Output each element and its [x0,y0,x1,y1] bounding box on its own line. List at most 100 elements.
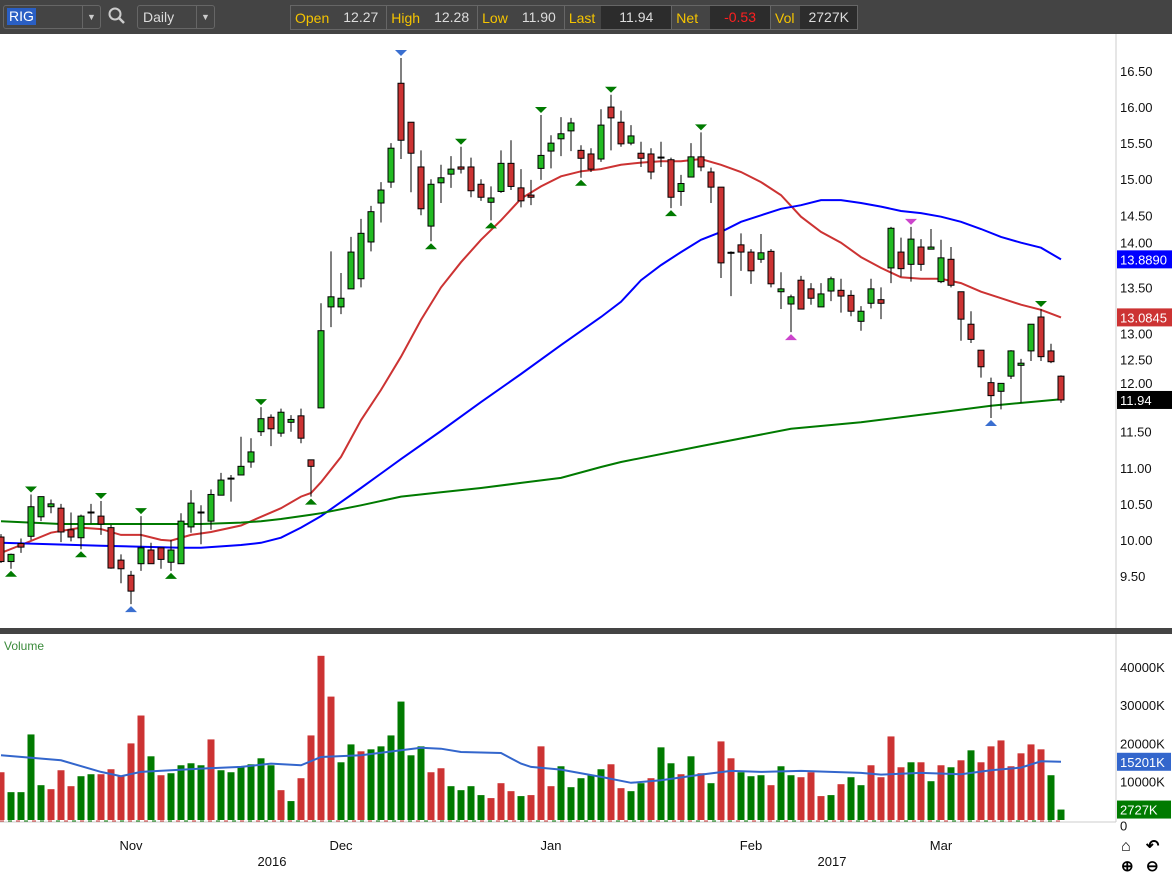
period-select[interactable]: Daily ▼ [137,5,215,29]
zoom-out-icon[interactable]: ⊖ [1146,858,1159,875]
home-icon[interactable]: ⌂ [1121,838,1131,855]
candle-body [977,349,985,368]
candle [207,489,215,530]
quote-open: Open 12.27 [291,6,388,29]
undo-icon[interactable]: ↶ [1146,838,1160,855]
volume-bar [617,788,625,820]
volume-bar [297,778,305,820]
symbol-value[interactable]: RIG [7,8,36,25]
volume-bar [547,786,555,820]
volume-bar [397,701,405,820]
volume-bar [347,744,355,820]
volume-bar [337,762,345,820]
candle-body [607,106,615,119]
candle [697,132,705,172]
volume-bar [317,655,325,820]
quote-value: -0.53 [710,6,771,29]
last-price-badge-bg [1117,390,1172,409]
candle [627,125,635,146]
search-icon[interactable] [107,6,127,26]
candle-body [877,299,885,304]
price-tick-label: 13.00 [1120,326,1153,341]
candle [137,516,145,571]
zoom-in-icon[interactable]: ⊕ [1121,858,1134,875]
candle [847,290,855,317]
month-axis-label: Dec [329,838,353,853]
period-dropdown-chevron-icon[interactable]: ▼ [196,6,214,28]
symbol-input[interactable]: RIG ▼ [3,5,101,29]
period-value: Daily [143,9,175,25]
volume-bar [497,783,505,820]
candle-body [857,310,865,322]
candle-body [987,382,995,397]
ma-short-value-badge: 13.0845 [1117,308,1172,327]
volume-bar [597,769,605,820]
candle [997,382,1005,410]
candle-body [297,415,305,439]
candle [927,228,935,250]
symbol-dropdown-chevron-icon[interactable]: ▼ [82,6,100,28]
ma-mid-value-badge-bg [1117,250,1172,269]
candle [417,150,425,216]
price-volume-chart[interactable]: 13.8890 13.0845 11.94 15201K 2727K 16.50 16.00… [0,34,1172,878]
swing-high-marker-icon [535,107,547,114]
candle [747,249,755,284]
candle-body [407,121,415,154]
volume-bar [257,758,265,820]
candle [1027,323,1035,362]
candle [17,538,25,553]
quote-low: Low 11.90 [478,6,565,29]
volume-tick-label: 10000K [1120,775,1165,790]
candle-body [937,257,945,283]
candle [347,236,355,290]
swing-high-marker-icon [255,399,267,406]
ma-short-value-badge-text: 13.0845 [1120,310,1167,325]
quote-strip: Open 12.27 High 12.28 Low 11.90 Last 11.94 N… [290,5,858,30]
candle [397,58,405,160]
volume-bar [227,772,235,820]
volume-bar [1057,809,1065,820]
candle [987,377,995,418]
volume-average-badge-bg [1117,752,1171,771]
candle-body [557,133,565,140]
volume-bar [827,795,835,820]
candle-body [867,288,875,304]
candle [307,459,315,497]
candle-body [287,418,295,423]
candle-body [77,515,85,539]
volume-bar [377,746,385,820]
quote-label: Open [295,9,330,26]
candle-body [267,416,275,430]
candle-body [897,251,905,270]
volume-bar [927,781,935,820]
volume-bar [427,772,435,820]
candle-body [177,520,185,565]
candle [1017,358,1025,403]
volume-bar [607,764,615,820]
volume-bar [357,751,365,820]
volume-bar [1037,749,1045,820]
candle-body [717,186,725,264]
month-axis-label: Mar [930,838,953,853]
candle-body [167,549,175,563]
swing-low-marker-icon [125,606,137,613]
volume-bar [847,777,855,820]
volume-bar [557,766,565,820]
swing-high-marker-icon [395,50,407,57]
candle-body [537,154,545,169]
candle [47,499,55,514]
quote-volume: Vol 2727K [771,6,857,29]
volume-bar [137,715,145,820]
candle-body [257,418,265,433]
candle-body [597,124,605,160]
candle [827,276,835,302]
volume-bar [187,763,195,820]
price-tick-label: 16.00 [1120,100,1153,115]
candle-body [467,166,475,192]
candle [237,436,245,476]
year-axis-label: 2016 [258,854,287,869]
candle-body [417,166,425,210]
candle [217,472,225,496]
last-price-badge-text: 11.94 [1120,393,1152,408]
candle [947,247,955,288]
